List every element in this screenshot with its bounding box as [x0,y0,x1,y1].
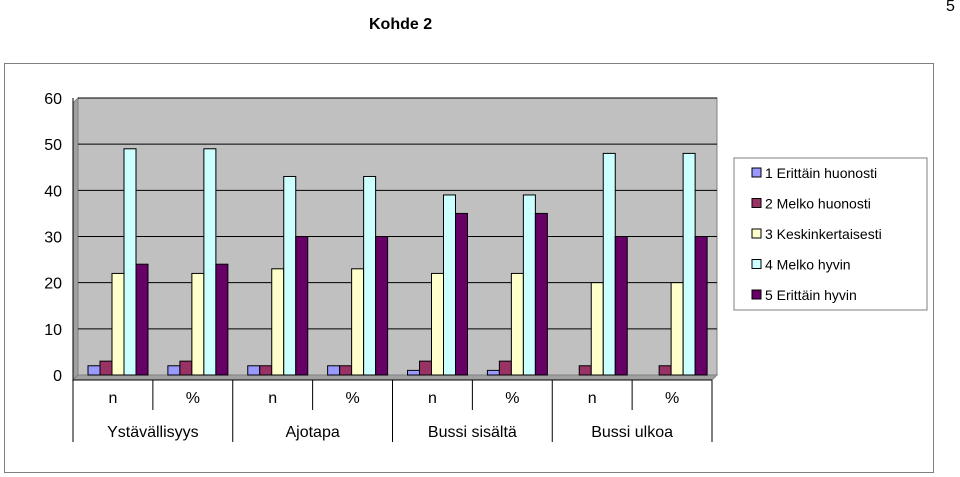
x-tick-label: % [186,390,200,407]
x-group-label: Bussi sisältä [428,424,517,441]
bar [167,365,181,376]
bar [111,272,125,376]
bar [658,365,672,376]
bar [99,360,113,376]
legend-label: 5 Erittäin hyvin [765,287,857,303]
y-tick-label: 40 [44,183,62,200]
bar [694,236,708,376]
y-tick-label: 50 [44,137,62,154]
chart-frame [4,63,934,473]
bar [670,282,684,376]
bar [363,175,377,376]
bar [271,268,285,376]
bar [179,360,193,376]
bar [259,365,273,376]
bar [407,369,420,376]
bar [215,263,229,376]
bar [498,360,512,376]
legend-swatch [751,228,762,239]
bar [510,272,524,376]
page-number: 5 [946,0,955,15]
bar [191,272,205,376]
bar [283,175,297,376]
legend-label: 3 Keskinkertaisesti [765,226,882,242]
bar [247,365,261,376]
x-tick-label: n [588,390,597,407]
bar [135,263,149,376]
bar [419,360,432,376]
bar [327,365,341,376]
y-tick-label: 20 [44,276,62,293]
x-tick-label: n [268,390,277,407]
plot-floor [71,374,719,381]
legend-swatch [751,167,762,178]
bar [87,365,101,376]
legend-swatch [751,198,762,208]
plot-side-wall [72,96,79,382]
bar [339,365,353,376]
bar [602,152,616,376]
legend-label: 4 Melko hyvin [765,257,851,273]
x-group-label: Bussi ulkoa [591,424,673,441]
x-group-label: Ystävällisyys [107,424,199,441]
bar [682,152,696,376]
bar [123,148,137,376]
bar [578,365,592,376]
bar [455,212,468,376]
x-tick-label: % [505,390,519,407]
bar [431,272,444,376]
x-group-label: Ajotapa [285,424,339,441]
legend-swatch [751,289,762,300]
legend-label: 2 Melko huonosti [765,196,871,212]
bar [486,369,500,376]
bar [375,236,389,376]
x-tick-label: % [665,390,679,407]
x-tick-label: % [345,390,359,407]
legend [733,157,928,311]
x-tick-label: n [428,390,437,407]
y-tick-label: 0 [53,368,62,385]
bar [522,194,536,376]
y-tick-label: 10 [44,322,62,339]
bar [351,268,365,376]
bar [590,282,604,376]
bar [295,236,309,376]
x-tick-label: n [108,390,117,407]
bar [443,194,456,376]
bar [534,212,548,376]
bar [614,236,628,376]
y-tick-label: 60 [44,91,62,108]
y-tick-label: 30 [44,230,62,247]
legend-label: 1 Erittäin huonosti [765,165,877,181]
legend-swatch [751,259,762,269]
bar [203,148,217,376]
page-title: Kohde 2 [369,16,433,33]
